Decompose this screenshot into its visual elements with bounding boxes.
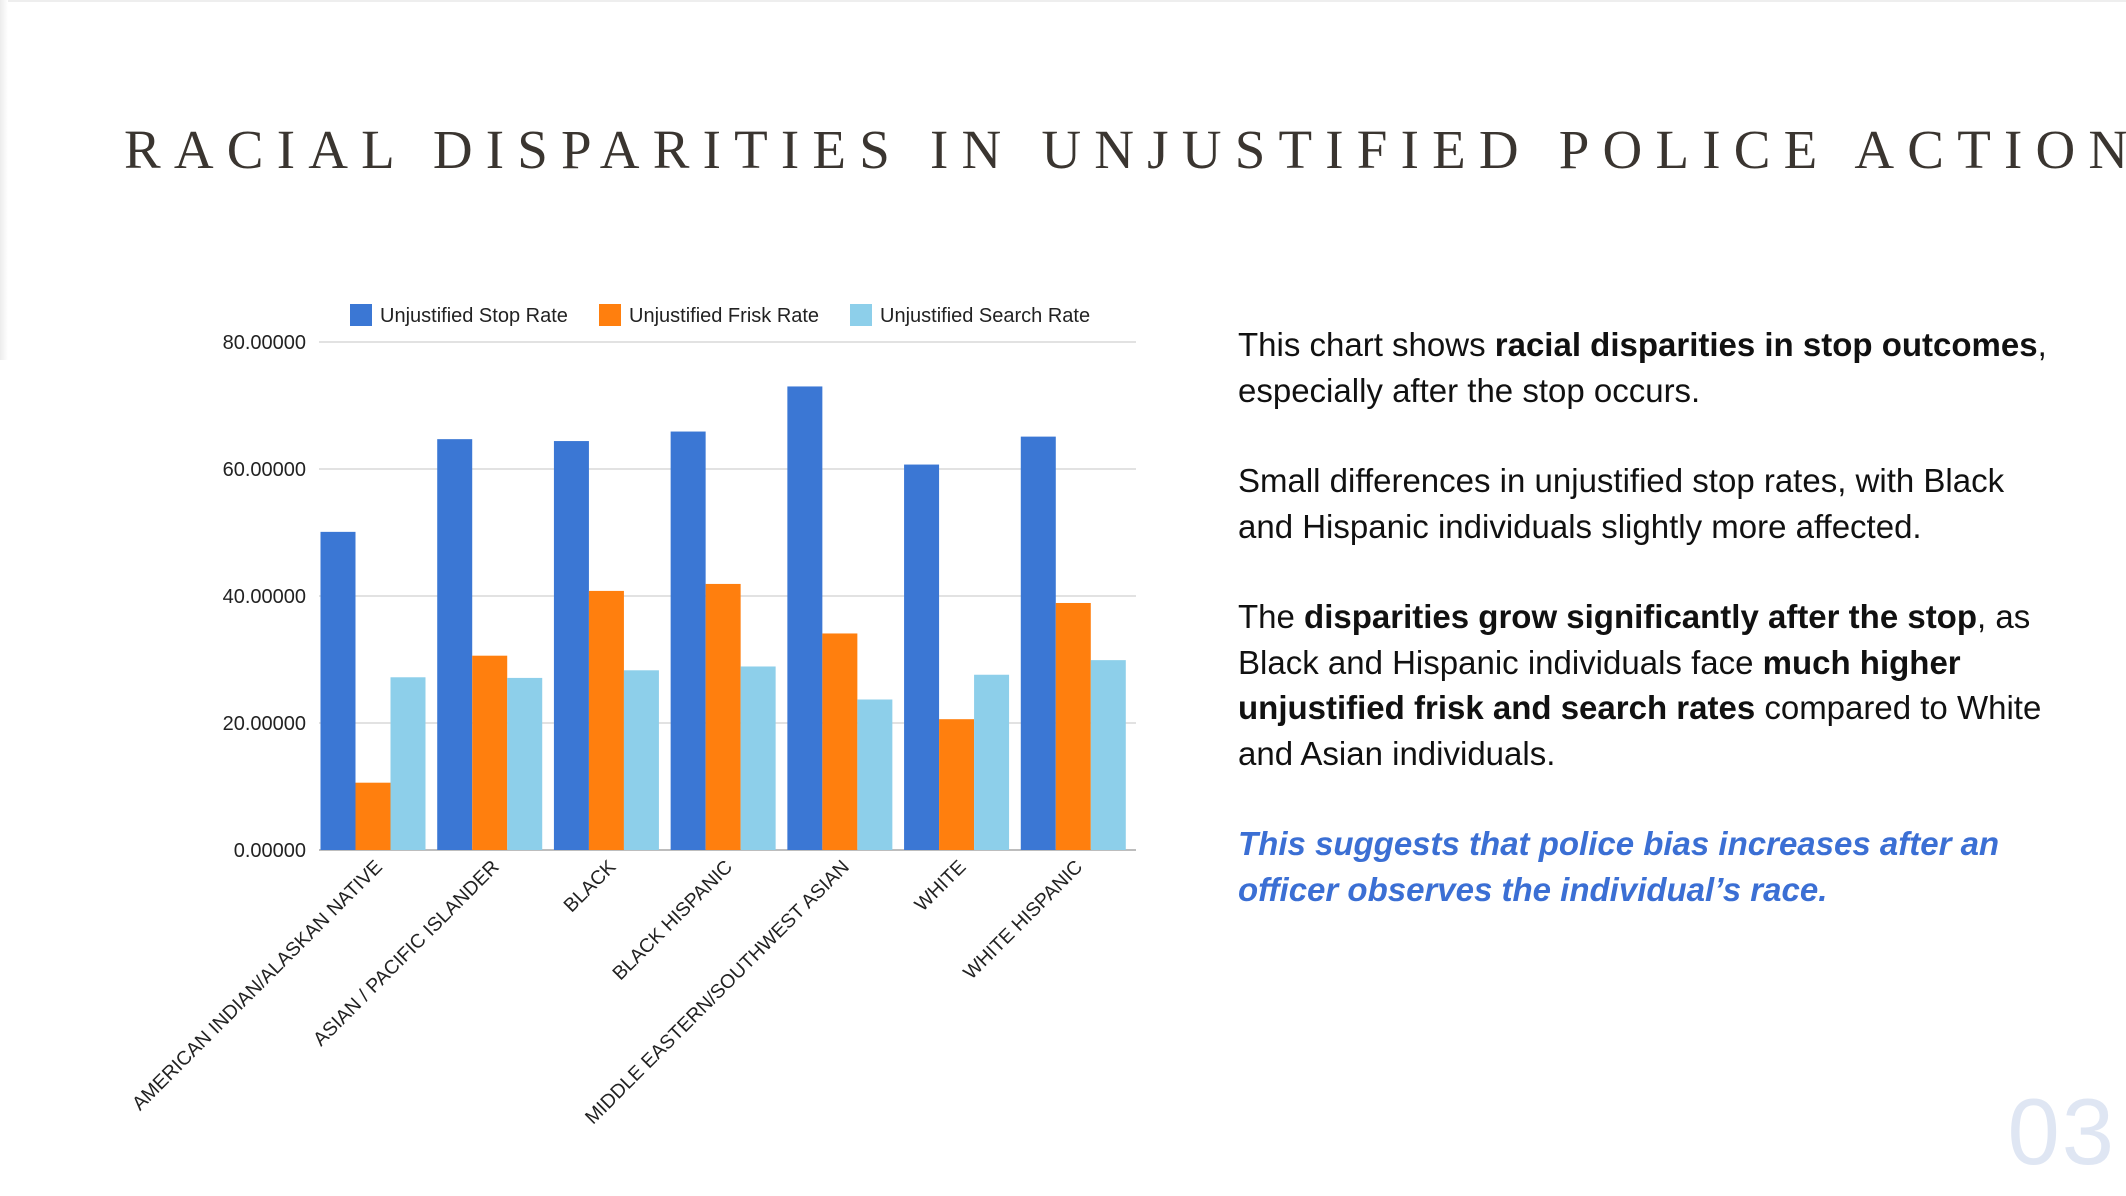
y-tick-label: 40.00000	[223, 586, 306, 608]
bar-chart: 0.00000 20.00000 40.00000 60.00000 80.00000 A…	[128, 304, 1136, 1129]
x-tick-label: WHITE HISPANIC	[959, 856, 1087, 984]
bar	[787, 386, 823, 850]
bar	[472, 655, 508, 850]
disparities-text-end: compared to White and Asian individuals.	[1238, 689, 2042, 772]
intro-emphasis: racial disparities in stop outcomes	[1494, 326, 2038, 363]
x-tick-label: WHITE	[910, 856, 970, 916]
chart-explanation: This chart shows racial disparities in s…	[1238, 322, 2068, 957]
paragraph-conclusion: This suggests that police bias increases…	[1238, 825, 2000, 908]
bar	[974, 674, 1010, 850]
bar	[437, 439, 473, 850]
y-tick-label: 80.00000	[223, 332, 306, 354]
paragraph-stop-rates: Small differences in unjustified stop ra…	[1238, 462, 2005, 545]
bar	[822, 633, 858, 850]
bar	[355, 782, 391, 850]
x-tick-label: ASIAN / PACIFIC ISLANDER	[309, 856, 504, 1051]
bar	[904, 464, 940, 850]
page-number: 03	[2007, 1079, 2116, 1184]
legend-label: Unjustified Frisk Rate	[629, 305, 819, 327]
legend-swatch	[850, 304, 872, 326]
paragraph-intro: This chart shows racial disparities in s…	[1238, 322, 2068, 413]
bar	[390, 677, 426, 850]
x-tick-label: BLACK HISPANIC	[608, 856, 737, 985]
disparities-text: The	[1238, 598, 1305, 635]
disparities-emphasis-rates: much higher unjustified frisk and search…	[1238, 643, 1961, 727]
bar	[320, 531, 356, 850]
left-edge-shadow	[0, 0, 8, 360]
legend-swatch	[350, 304, 372, 326]
bar	[623, 670, 659, 850]
top-divider	[0, 0, 2126, 2]
bar	[1020, 436, 1056, 850]
y-tick-label: 0.00000	[234, 840, 306, 862]
legend-label: Unjustified Search Rate	[880, 305, 1090, 327]
bar	[588, 590, 624, 850]
disparities-emphasis: disparities grow significantly after the…	[1304, 598, 1978, 635]
legend-label: Unjustified Stop Rate	[380, 305, 568, 327]
paragraph-disparities: The disparities grow significantly after…	[1238, 594, 2068, 776]
y-tick-label: 60.00000	[223, 459, 306, 481]
bar	[705, 583, 741, 850]
bar	[740, 666, 776, 850]
bar	[1090, 660, 1126, 850]
bar	[939, 719, 975, 850]
bar	[857, 699, 893, 850]
bar	[1055, 602, 1091, 850]
legend-swatch	[599, 304, 621, 326]
y-tick-label: 20.00000	[223, 713, 306, 735]
disparities-text-mid: , as Black and Hispanic individuals face	[1238, 598, 2031, 681]
intro-text-end: , especially after the stop occurs.	[1238, 326, 2047, 409]
bar	[553, 441, 589, 850]
x-tick-label: AMERICAN INDIAN/ALASKAN NATIVE	[128, 856, 387, 1115]
bar	[507, 677, 543, 850]
intro-text: This chart shows	[1238, 326, 1495, 363]
x-tick-label: MIDDLE EASTERN/SOUTHWEST ASIAN	[581, 856, 854, 1129]
slide-title: RACIAL DISPARITIES IN UNJUSTIFIED POLICE…	[124, 119, 2126, 180]
bar	[670, 431, 706, 850]
x-tick-label: BLACK	[560, 856, 621, 917]
